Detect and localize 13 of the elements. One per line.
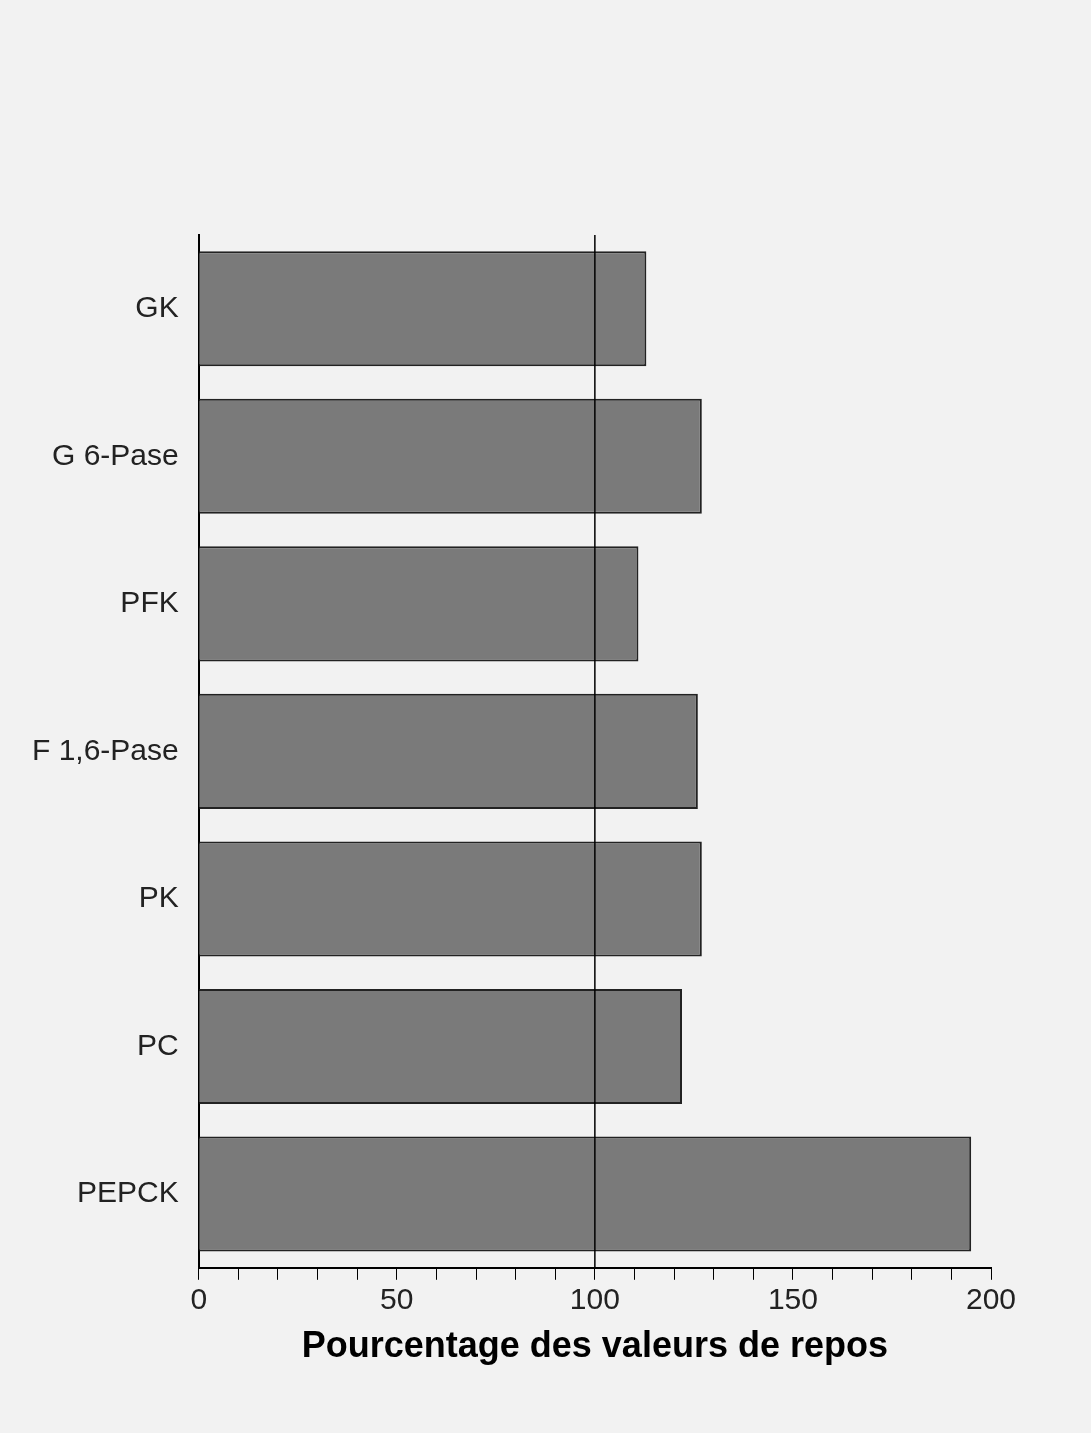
y-tick-label: PFK	[120, 585, 179, 619]
y-tick-label: PK	[138, 880, 179, 914]
x-tick-label: 150	[767, 1282, 818, 1316]
y-tick-label: PEPCK	[77, 1175, 179, 1209]
x-tick-label: 0	[190, 1282, 208, 1316]
y-tick-label: GK	[135, 290, 179, 324]
x-tick-label: 50	[380, 1282, 414, 1316]
y-tick-label: G 6-Pase	[52, 437, 179, 471]
y-tick-label: PC	[137, 1027, 179, 1061]
x-tick-label: 100	[569, 1282, 620, 1316]
x-tick-label: 200	[965, 1282, 1017, 1316]
x-axis-title: Pourcentage des valeurs de repos	[301, 1324, 888, 1366]
y-tick-label: F 1,6-Pase	[32, 732, 179, 766]
